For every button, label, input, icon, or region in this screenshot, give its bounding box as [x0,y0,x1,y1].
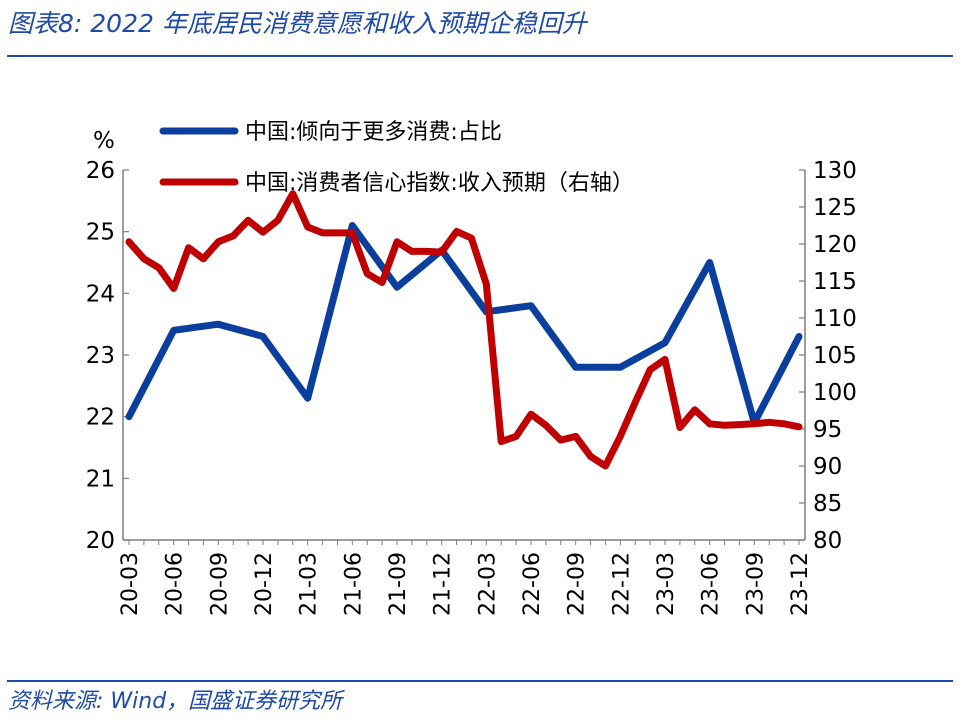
right-tick-label: 125 [813,195,857,221]
left-axis-unit: % [93,128,115,154]
x-tick-label: 20-12 [252,552,277,616]
x-tick-label: 21-12 [431,552,456,616]
x-tick-label: 22-09 [565,552,590,616]
x-tick-label: 23-06 [699,552,724,616]
chart: % 20 21 22 23 24 25 26 80 85 90 95 100 105 110 115 120 12… [86,120,857,616]
right-tick-label: 85 [813,491,842,517]
right-tick-label: 130 [813,158,857,184]
left-tick-label: 20 [86,528,115,554]
left-tick-label: 21 [86,466,115,492]
right-tick-label: 115 [813,269,857,295]
right-tick-label: 80 [813,528,842,554]
chart-title: 图表8: 2022 年底居民消费意愿和收入预期企稳回升 [8,9,587,38]
x-tick-label: 23-12 [788,552,813,616]
series-line-income-expectation [125,190,803,470]
right-tick-label: 90 [813,454,842,480]
legend-label: 中国:消费者信心指数:收入预期（右轴） [245,171,634,196]
x-tick-label: 20-06 [163,552,188,616]
right-tick-label: 100 [813,380,857,406]
series-line-consumption-share [125,222,803,427]
header-rule [7,55,953,57]
left-tick-label: 22 [86,405,115,431]
x-tick-label: 23-09 [743,552,768,616]
right-tick-label: 95 [813,417,842,443]
x-tick-label: 20-03 [118,552,143,616]
x-tick-label: 23-03 [654,552,679,616]
right-tick-label: 110 [813,306,857,332]
x-tick-label: 22-12 [609,552,634,616]
x-tick-label: 21-09 [386,552,411,616]
x-tick-label: 21-03 [297,552,322,616]
left-tick-label: 26 [86,158,115,184]
left-tick-label: 25 [86,220,115,246]
right-tick-label: 120 [813,232,857,258]
source-note: 资料来源: Wind，国盛证券研究所 [8,689,343,714]
left-tick-label: 23 [86,343,115,369]
x-tick-label: 20-09 [207,552,232,616]
legend-label: 中国:倾向于更多消费:占比 [245,120,502,145]
x-tick-label: 22-03 [475,552,500,616]
footer-rule [7,680,953,682]
x-tick-label: 22-06 [520,552,545,616]
left-tick-label: 24 [86,281,115,307]
x-tick-label: 21-06 [341,552,366,616]
right-tick-label: 105 [813,343,857,369]
